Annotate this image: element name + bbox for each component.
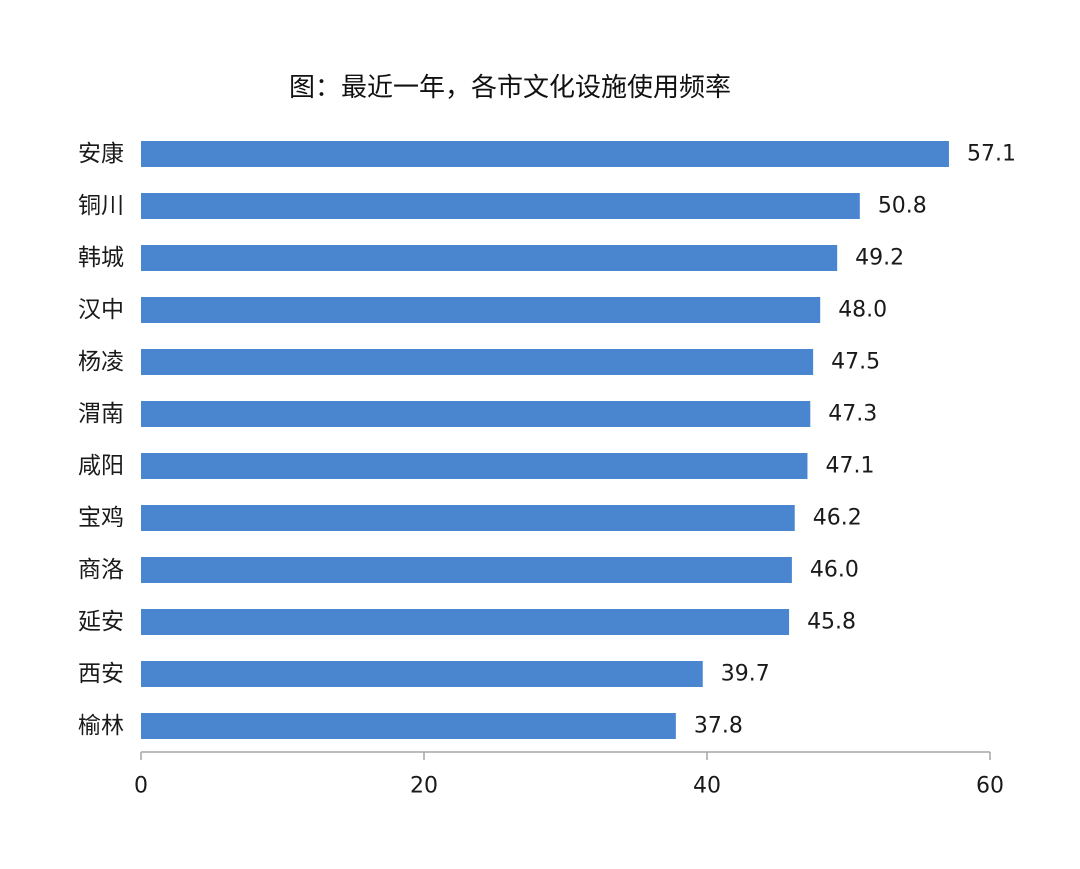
category-label: 杨凌 — [78, 349, 124, 375]
bar — [141, 661, 703, 687]
x-tick-label: 0 — [134, 774, 148, 799]
category-label: 安康 — [78, 141, 124, 167]
data-label: 37.8 — [694, 714, 743, 739]
bar — [141, 505, 795, 531]
bar — [141, 713, 676, 739]
bar — [141, 609, 790, 635]
data-label: 47.1 — [825, 454, 874, 479]
category-label: 商洛 — [78, 557, 124, 583]
category-label: 延安 — [78, 609, 124, 635]
bar — [141, 401, 811, 427]
x-tick-label: 60 — [976, 774, 1004, 799]
bar — [141, 245, 838, 271]
chart-title: 图：最近一年，各市文化设施使用频率 — [289, 73, 731, 103]
value-labels: 57.1 50.8 49.2 48.0 47.5 47.3 47.1 46.2 46.0 45.8… — [694, 142, 1016, 739]
x-tick-label: 40 — [693, 774, 721, 799]
data-label: 48.0 — [838, 298, 887, 323]
bar — [141, 453, 808, 479]
category-label: 咸阳 — [78, 453, 124, 479]
bar — [141, 141, 949, 167]
data-label: 46.2 — [813, 506, 862, 531]
data-label: 50.8 — [878, 194, 927, 219]
data-label: 57.1 — [967, 142, 1016, 167]
data-label: 47.5 — [831, 350, 880, 375]
category-label: 韩城 — [78, 245, 124, 271]
x-axis: 0 20 40 60 — [134, 751, 1004, 799]
category-label: 汉中 — [78, 297, 124, 323]
data-label: 46.0 — [810, 558, 859, 583]
data-label: 39.7 — [721, 662, 770, 687]
category-label: 西安 — [78, 661, 124, 687]
category-label: 宝鸡 — [78, 505, 124, 531]
bar — [141, 297, 821, 323]
bar — [141, 193, 860, 219]
data-label: 47.3 — [828, 402, 877, 427]
x-tick-label: 20 — [410, 774, 438, 799]
category-label: 铜川 — [78, 193, 124, 219]
bar — [141, 557, 792, 583]
bar — [141, 349, 814, 375]
category-label: 榆林 — [78, 713, 124, 739]
data-label: 45.8 — [807, 610, 856, 635]
category-label: 渭南 — [78, 401, 124, 427]
data-label: 49.2 — [855, 246, 904, 271]
bars-layer — [141, 141, 949, 739]
